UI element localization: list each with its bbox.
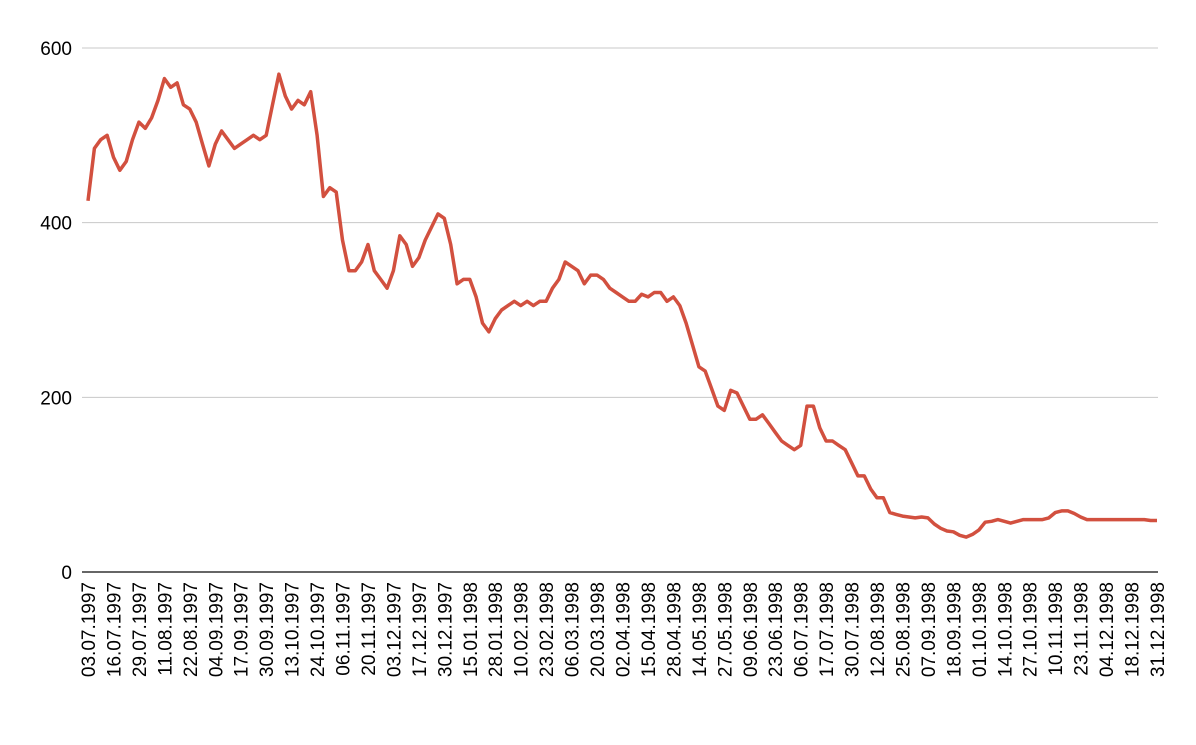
x-tick-label: 10.02.1998 — [512, 582, 533, 677]
x-tick-label: 02.04.1998 — [614, 582, 635, 677]
x-tick-label: 14.05.1998 — [690, 582, 711, 677]
line — [86, 72, 1157, 539]
x-tick-label: 24.10.1997 — [308, 582, 329, 677]
x-tick-label: 20.11.1997 — [359, 582, 380, 676]
x-tick-label: 31.12.1998 — [1148, 582, 1169, 677]
x-tick-label: 27.10.1998 — [1021, 582, 1042, 677]
y-tick-label: 0 — [61, 563, 72, 584]
x-tick-label: 23.11.1998 — [1072, 582, 1093, 676]
x-tick-label: 14.10.1998 — [995, 582, 1016, 677]
x-tick-label: 18.12.1998 — [1123, 582, 1144, 677]
y-tick-label: 200 — [40, 388, 72, 409]
x-tick-label: 12.08.1998 — [868, 582, 889, 677]
y-tick-label: 400 — [40, 214, 72, 235]
x-tick-label: 17.09.1997 — [232, 582, 253, 677]
x-tick-label: 23.06.1998 — [766, 582, 787, 677]
x-tick-label: 16.07.1997 — [104, 582, 125, 677]
x-tick-label: 25.08.1998 — [893, 582, 914, 677]
x-tick-label: 15.04.1998 — [639, 582, 660, 677]
x-tick-label: 28.01.1998 — [486, 582, 507, 677]
y-tick-label: 600 — [40, 39, 72, 60]
x-tick-label: 06.07.1998 — [792, 582, 813, 677]
x-tick-label: 07.09.1998 — [919, 582, 940, 677]
x-tick-label: 20.03.1998 — [588, 582, 609, 677]
x-tick-label: 30.12.1997 — [435, 582, 456, 677]
x-tick-label: 01.10.1998 — [970, 582, 991, 677]
x-tick-label: 27.05.1998 — [715, 582, 736, 677]
x-tick-label: 09.06.1998 — [741, 582, 762, 677]
x-tick-label: 29.07.1997 — [130, 582, 151, 677]
x-tick-label: 15.01.1998 — [461, 582, 482, 677]
x-tick-label: 06.03.1998 — [563, 582, 584, 677]
x-tick-label: 23.02.1998 — [537, 582, 558, 677]
x-tick-label: 30.07.1998 — [843, 582, 864, 677]
x-tick-label: 03.12.1997 — [384, 582, 405, 677]
x-tick-label: 06.11.1997 — [334, 582, 355, 676]
x-tick-label: 28.04.1998 — [664, 582, 685, 677]
x-tick-label: 11.08.1997 — [155, 582, 176, 676]
x-tick-label: 10.11.1998 — [1046, 582, 1067, 676]
x-tick-label: 17.12.1997 — [410, 582, 431, 677]
x-tick-label: 30.09.1997 — [257, 582, 278, 677]
x-tick-label: 04.09.1997 — [206, 582, 227, 677]
x-tick-label: 03.07.1997 — [79, 582, 100, 677]
x-tick-label: 17.07.1998 — [817, 582, 838, 677]
x-tick-label: 04.12.1998 — [1097, 582, 1118, 677]
x-tick-label: 18.09.1998 — [944, 582, 965, 677]
x-tick-label: 13.10.1997 — [283, 582, 304, 677]
x-tick-label: 22.08.1997 — [181, 582, 202, 677]
